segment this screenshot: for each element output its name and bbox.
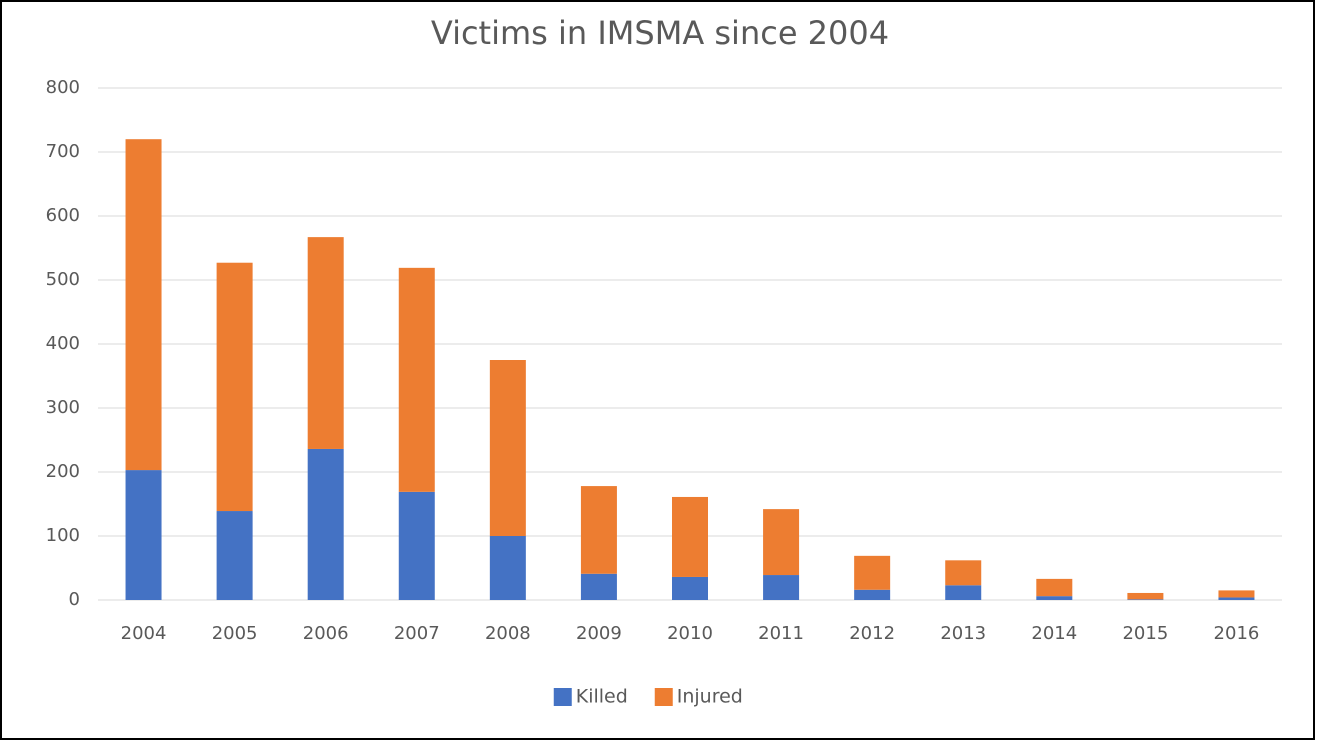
- chart-title: Victims in IMSMA since 2004: [431, 14, 889, 52]
- y-tick-label: 200: [46, 461, 80, 482]
- bar: [307, 237, 344, 449]
- bar: [945, 560, 982, 586]
- bar: [763, 509, 800, 576]
- bar: [398, 491, 435, 600]
- x-tick-label: 2011: [758, 623, 804, 644]
- legend-swatch: [654, 688, 673, 706]
- y-tick-label: 0: [69, 589, 80, 610]
- y-tick-label: 500: [46, 269, 80, 290]
- y-tick-label: 600: [46, 205, 80, 226]
- bar: [307, 448, 344, 600]
- x-tick-label: 2006: [303, 623, 349, 644]
- bar: [672, 496, 708, 577]
- bar: [216, 511, 253, 600]
- bar: [489, 536, 526, 600]
- bar: [489, 360, 526, 536]
- bar: [854, 555, 891, 590]
- bar: [580, 486, 617, 574]
- legend-label: Killed: [576, 686, 628, 708]
- bar: [398, 267, 435, 492]
- x-tick-label: 2009: [576, 623, 622, 644]
- y-tick-label: 100: [46, 525, 80, 546]
- x-tick-label: 2013: [940, 623, 986, 644]
- y-tick-label: 400: [46, 333, 80, 354]
- bar: [672, 576, 708, 600]
- bar: [945, 585, 982, 600]
- x-tick-label: 2007: [394, 623, 440, 644]
- bar: [1127, 599, 1164, 600]
- bar: [854, 589, 891, 600]
- x-tick-label: 2010: [667, 623, 713, 644]
- bar: [1218, 597, 1255, 600]
- bar: [1127, 592, 1164, 600]
- y-tick-label: 700: [46, 141, 80, 162]
- x-tick-label: 2012: [849, 623, 895, 644]
- bar: [216, 262, 253, 512]
- y-tick-label: 800: [46, 77, 80, 98]
- x-tick-label: 2008: [485, 623, 531, 644]
- x-tick-label: 2005: [212, 623, 258, 644]
- bar: [1218, 590, 1255, 598]
- legend-label: Injured: [677, 686, 743, 708]
- y-tick-label: 300: [46, 397, 80, 418]
- x-tick-label: 2015: [1122, 623, 1168, 644]
- x-tick-label: 2016: [1214, 623, 1260, 644]
- x-tick-label: 2014: [1031, 623, 1077, 644]
- bar: [125, 139, 162, 471]
- bar: [1036, 596, 1073, 600]
- bar: [1036, 578, 1073, 597]
- bar: [580, 573, 617, 600]
- legend-swatch: [553, 688, 572, 706]
- bar: [763, 575, 800, 600]
- x-tick-label: 2004: [121, 623, 167, 644]
- bar: [125, 470, 162, 600]
